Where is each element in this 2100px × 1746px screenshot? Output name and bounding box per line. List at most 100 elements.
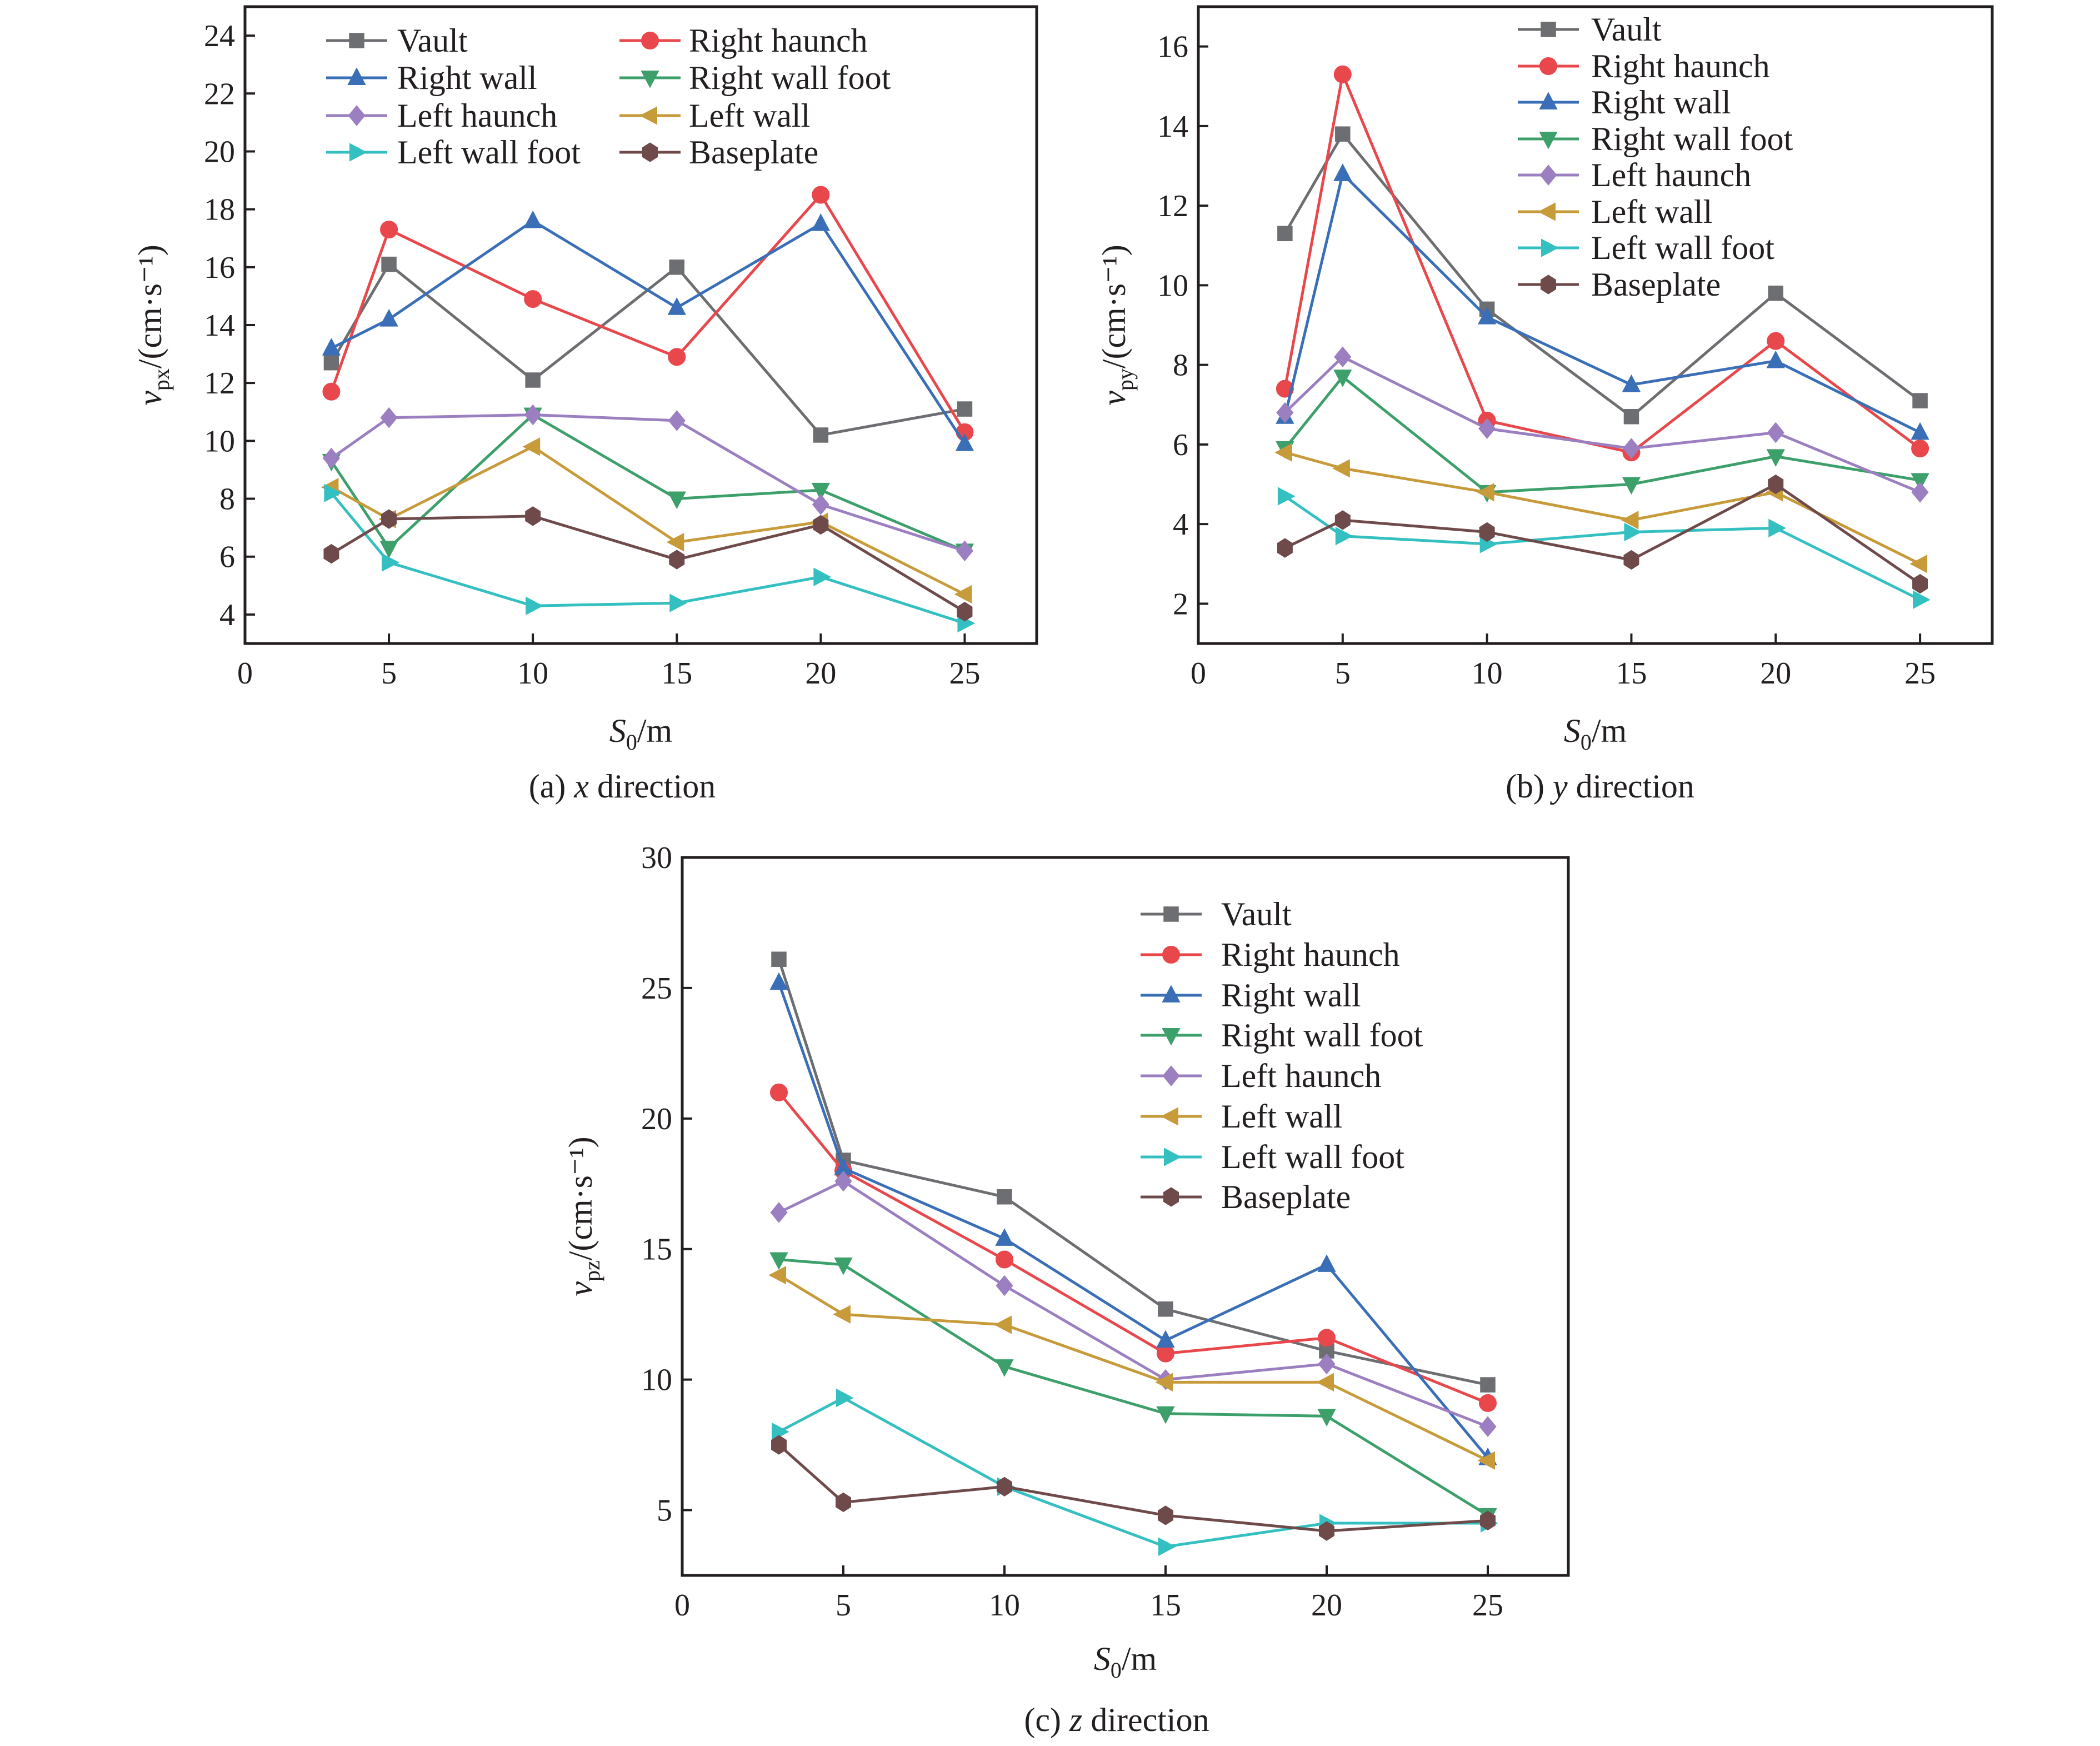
- data-point: [669, 550, 685, 570]
- legend-marker: [349, 143, 367, 162]
- series-line: [778, 1180, 1488, 1428]
- x-tick-label: 15: [661, 656, 692, 691]
- y-axis-label: vpx/(cm·s⁻¹): [132, 245, 174, 406]
- legend-item: Left wall foot: [1518, 230, 1774, 266]
- legend-label: Vault: [397, 22, 468, 59]
- y-tick-label: 4: [219, 598, 235, 632]
- data-point: [1768, 285, 1784, 301]
- data-point: [813, 427, 829, 443]
- legend-item: Left wall foot: [326, 134, 581, 171]
- caption-suffix: direction: [1568, 768, 1694, 805]
- data-point: [996, 1250, 1013, 1269]
- data-point: [955, 433, 974, 451]
- x-tick-label: 10: [1472, 656, 1503, 691]
- legend-label: Left wall foot: [397, 134, 581, 171]
- legend-item: Vault: [1141, 896, 1292, 932]
- data-point: [322, 338, 341, 356]
- data-point: [668, 348, 686, 366]
- series-line: [331, 515, 966, 613]
- legend-label: Right wall: [1591, 84, 1731, 121]
- data-point: [1622, 477, 1641, 495]
- legend-item: Left haunch: [326, 97, 557, 134]
- caption-prefix: (c): [1024, 1702, 1069, 1738]
- data-point: [1479, 522, 1495, 542]
- legend-marker: [1162, 946, 1180, 964]
- caption-prefix: (b): [1506, 768, 1553, 805]
- series-line: [1284, 483, 1921, 585]
- series-line: [1284, 451, 1921, 565]
- data-point: [1478, 418, 1496, 440]
- data-point: [523, 210, 542, 228]
- legend-label: Right wall foot: [689, 59, 891, 96]
- subfigure-caption: (a) x direction: [529, 768, 716, 805]
- data-point: [1158, 1301, 1173, 1317]
- y-tick-label: 2: [1173, 587, 1188, 621]
- legend-item: Left wall: [1518, 193, 1712, 230]
- data-point: [1623, 550, 1639, 570]
- series-baseplate: [1277, 474, 1928, 594]
- data-point: [812, 494, 829, 515]
- legend-item: Right wall: [1141, 977, 1361, 1014]
- data-point: [1479, 1416, 1497, 1438]
- legend-marker: [348, 105, 366, 126]
- series-left-haunch: [770, 1170, 1497, 1438]
- data-point: [669, 260, 685, 275]
- series-line: [1283, 73, 1921, 454]
- legend-label: Baseplate: [1591, 266, 1721, 303]
- series-left-wall: [768, 1266, 1495, 1470]
- legend-label: Vault: [1591, 11, 1662, 48]
- x-tick-label: 0: [1191, 656, 1206, 691]
- y-tick-label: 8: [219, 482, 235, 517]
- data-point: [1333, 65, 1352, 83]
- y-tick-label: 24: [204, 19, 235, 53]
- legend-marker: [641, 71, 659, 88]
- legend-item: Left wall: [1141, 1098, 1342, 1135]
- legend-marker: [1541, 275, 1556, 295]
- legend-item: Baseplate: [1518, 266, 1721, 303]
- data-point: [1316, 1373, 1334, 1391]
- x-axis-label-subscript: 0: [1111, 1658, 1122, 1683]
- series-baseplate: [323, 506, 973, 622]
- legend-label: Left wall foot: [1221, 1139, 1404, 1175]
- legend-label: Vault: [1221, 896, 1292, 932]
- series-line: [330, 193, 966, 433]
- data-point: [1912, 573, 1928, 594]
- series-line: [1284, 495, 1921, 601]
- series-left-haunch: [1276, 346, 1929, 503]
- x-axis-label-symbol: S: [1564, 712, 1581, 749]
- legend-label: Left haunch: [1221, 1057, 1381, 1094]
- data-point: [957, 602, 973, 622]
- series-left-wall: [1274, 443, 1928, 573]
- legend-label: Right wall: [1221, 977, 1361, 1014]
- series-line: [778, 1444, 1488, 1533]
- legend-item: Left wall foot: [1141, 1139, 1404, 1175]
- series-line: [1284, 355, 1921, 494]
- y-tick-label: 14: [1157, 109, 1188, 144]
- y-axis-label-subscript: py: [1113, 368, 1138, 391]
- data-point: [996, 1275, 1013, 1296]
- legend-item: Vault: [326, 22, 468, 59]
- data-point: [833, 1305, 851, 1324]
- data-point: [381, 509, 397, 529]
- legend-item: Right wall foot: [619, 59, 891, 96]
- data-point: [379, 308, 398, 327]
- data-point: [524, 290, 542, 308]
- data-point: [379, 541, 398, 558]
- y-tick-label: 30: [641, 841, 672, 875]
- data-point: [997, 1189, 1012, 1205]
- data-point: [1333, 370, 1352, 387]
- x-axis-label: S0/m: [609, 712, 672, 755]
- x-axis-label-symbol: S: [609, 712, 626, 749]
- series-right-wall: [322, 210, 974, 451]
- series-line: [330, 492, 966, 625]
- data-point: [771, 1435, 787, 1455]
- x-axis-label: S0/m: [1094, 1640, 1157, 1683]
- x-tick-label: 25: [1904, 656, 1936, 691]
- data-point: [668, 410, 686, 431]
- x-tick-label: 20: [805, 656, 836, 691]
- x-tick-label: 0: [674, 1588, 690, 1623]
- legend-marker: [1162, 1028, 1181, 1046]
